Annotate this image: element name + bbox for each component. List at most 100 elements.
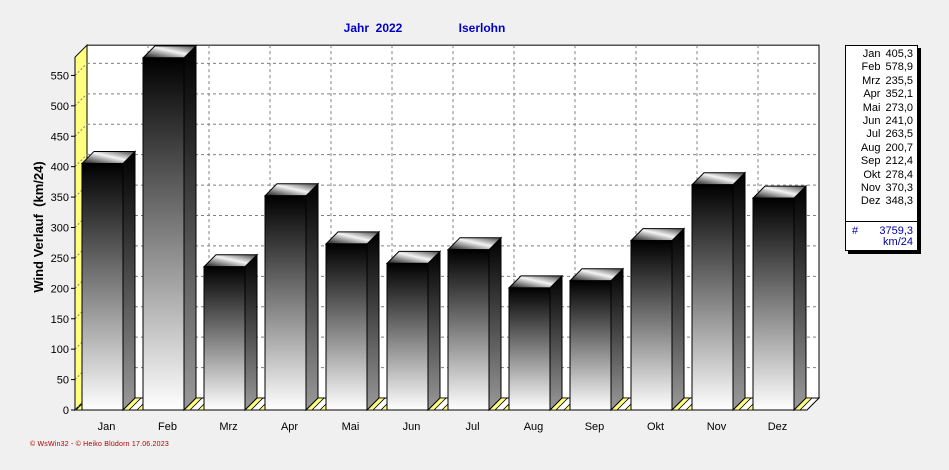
x-tick-label: Mrz	[219, 421, 237, 433]
gridline-side	[74, 63, 88, 76]
legend-entry: Mrz 235,5	[846, 75, 913, 88]
y-tick-label: 500	[51, 101, 69, 113]
x-tick-label: Jun	[403, 421, 421, 433]
y-axis: 0 50 100 150 200 250 300 350 400 450 500 550	[51, 57, 76, 417]
y-tick-label: 250	[51, 253, 69, 265]
x-tick-label: Jan	[98, 421, 116, 433]
legend-entry: Mai 273,0	[846, 102, 913, 115]
x-tick-label: Nov	[707, 421, 727, 433]
bar-side	[488, 236, 502, 412]
legend-entry: Jun 241,0	[846, 115, 913, 128]
bar-nov	[685, 171, 752, 412]
y-tick-label: 200	[51, 283, 69, 295]
bar-side	[366, 230, 380, 412]
legend-month: Jun	[862, 115, 881, 127]
legend-entry: Nov 370,3	[846, 182, 913, 195]
gridline-side	[74, 154, 88, 168]
legend-entry: Jul 263,5	[846, 128, 913, 141]
footer-credit: © WsWin32 - © Heiko Blüdorn 17.06.2023	[30, 441, 169, 448]
legend-sum-symbol: #	[852, 225, 859, 237]
legend-sum-value: 3759,3	[879, 225, 913, 237]
bar-jan	[75, 150, 142, 412]
legend-sum-unit: km/24	[883, 236, 913, 248]
gridline-side	[74, 245, 88, 259]
bar-okt	[624, 227, 691, 412]
x-axis-labels: Jan Feb Mrz Apr Mai Jun Jul Aug Sep Okt Nov Dez	[98, 421, 788, 433]
legend-entry: Apr 352,1	[846, 88, 913, 101]
legend-month: Dez	[860, 195, 881, 208]
gridline-side	[74, 306, 88, 320]
bar-side	[122, 150, 136, 412]
legend-entry: Okt 278,4	[846, 169, 913, 182]
chart-title-location: Iserlohn	[459, 21, 506, 35]
legend-value: 405,3	[885, 48, 913, 60]
legend-entry: Dez 348,3	[846, 195, 913, 208]
y-tick-label: 100	[51, 344, 69, 356]
bar-side	[671, 227, 685, 412]
legend-month: Sep	[860, 155, 881, 168]
bar-side	[732, 171, 746, 412]
legend-month: Mrz	[862, 74, 881, 87]
legend-value: 235,5	[885, 74, 913, 87]
bar-dez	[746, 184, 813, 412]
bar-jun	[380, 250, 447, 412]
gridline-side	[74, 123, 88, 137]
y-tick-label: 150	[51, 314, 69, 326]
bar-side	[244, 253, 258, 412]
bar-front	[142, 57, 185, 411]
legend-value: 273,0	[885, 101, 913, 114]
legend-value: 370,3	[885, 182, 913, 194]
bar-side	[610, 267, 624, 412]
bars	[75, 44, 813, 412]
y-tick-label: 350	[51, 192, 69, 204]
bar-aug	[502, 274, 569, 412]
y-tick-label: 0	[63, 405, 69, 417]
y-tick-label: 450	[51, 131, 69, 143]
x-tick-label: Apr	[281, 421, 298, 433]
bar-front	[630, 240, 673, 411]
legend-entry: Aug 200,7	[846, 142, 913, 155]
bar-side	[183, 44, 197, 412]
legend-entry: Sep 212,4	[846, 155, 913, 168]
bar-front	[203, 266, 246, 411]
bar-feb	[136, 44, 203, 412]
x-tick-label: Sep	[585, 421, 605, 433]
chart-title-year: Jahr 2022	[344, 21, 403, 35]
x-tick-label: Feb	[158, 421, 177, 433]
gridline-side	[74, 275, 88, 289]
bar-mai	[319, 230, 386, 412]
legend-value: 578,9	[885, 61, 913, 74]
legend-value: 263,5	[885, 128, 913, 141]
bar-front	[752, 197, 795, 411]
y-axis-label: Wind Verlauf (km/24)	[31, 161, 46, 292]
bar-front	[508, 287, 551, 411]
x-tick-label: Mai	[342, 421, 360, 433]
y-tick-label: 550	[51, 70, 69, 82]
legend-value: 348,3	[885, 195, 913, 208]
bar-sep	[563, 267, 630, 412]
legend-value: 212,4	[885, 155, 913, 168]
y-tick-label: 300	[51, 223, 69, 235]
gridline-side	[74, 93, 88, 107]
gridline-side	[74, 397, 88, 411]
x-tick-label: Dez	[768, 421, 788, 433]
legend-month: Apr	[863, 88, 881, 101]
bar-front	[447, 249, 490, 411]
bar-mrz	[197, 253, 264, 412]
legend-month: Okt	[863, 168, 881, 181]
bar-front	[386, 262, 429, 411]
x-tick-label: Jul	[465, 421, 479, 433]
bar-front	[264, 195, 307, 411]
legend-value: 241,0	[885, 115, 913, 127]
gridline-side	[74, 184, 88, 198]
legend-month: Feb	[861, 61, 881, 74]
gridline-side	[74, 215, 88, 228]
legend-month: Jul	[866, 128, 881, 141]
bar-apr	[258, 182, 325, 412]
bar-front	[691, 184, 734, 411]
bar-jul	[441, 236, 508, 412]
legend-month: Aug	[860, 141, 881, 154]
legend-box: Jan 405,3 Feb 578,9 Mrz 235,5 Apr 352,1 Mai 273,0…	[845, 45, 918, 251]
bar-side	[793, 184, 807, 412]
bar-front	[81, 162, 124, 411]
